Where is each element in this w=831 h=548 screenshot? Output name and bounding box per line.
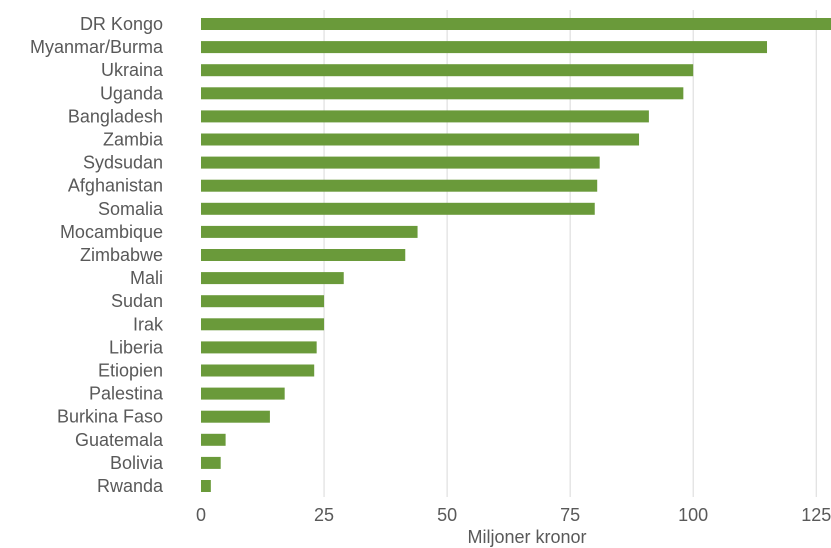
bar	[201, 387, 285, 400]
bar	[201, 64, 694, 77]
category-label: Liberia	[109, 337, 164, 357]
category-label: Palestina	[89, 384, 164, 404]
category-label: Zimbabwe	[80, 245, 163, 265]
bar	[201, 225, 418, 238]
bar	[201, 18, 831, 30]
bar	[201, 295, 325, 308]
category-label: Ukraina	[101, 60, 164, 80]
x-tick-label: 125	[801, 505, 831, 525]
bar	[201, 410, 270, 423]
bar	[201, 41, 768, 54]
x-tick-labels: 0 25 50 75 100 125	[196, 505, 831, 525]
bar	[201, 133, 640, 146]
x-tick-label: 100	[678, 505, 708, 525]
bar	[201, 179, 598, 192]
bar	[201, 433, 226, 446]
x-tick-label: 75	[560, 505, 580, 525]
category-label: Sudan	[111, 291, 163, 311]
bar	[201, 87, 684, 100]
bar	[201, 272, 344, 285]
bar	[201, 341, 317, 354]
category-label: Sydsudan	[83, 153, 163, 173]
x-tick-label: 25	[314, 505, 334, 525]
category-label: Afghanistan	[68, 176, 163, 196]
x-axis-title: Miljoner kronor	[467, 527, 586, 547]
category-label: Bolivia	[110, 453, 164, 473]
bar	[201, 156, 600, 169]
category-label: Myanmar/Burma	[30, 37, 164, 57]
category-label: Burkina Faso	[57, 407, 163, 427]
category-label: Guatemala	[75, 430, 164, 450]
bar	[201, 364, 315, 377]
category-label: Rwanda	[97, 476, 164, 496]
category-label: Zambia	[103, 130, 164, 150]
bar	[201, 456, 221, 469]
category-label: Uganda	[100, 83, 164, 103]
bar	[201, 249, 406, 261]
category-label: Etiopien	[98, 361, 163, 381]
category-label: DR Kongo	[80, 14, 163, 34]
category-label: Bangladesh	[68, 106, 163, 126]
category-labels: DR Kongo Myanmar/Burma Ukraina Uganda Bangla…	[30, 14, 164, 496]
bar	[201, 110, 649, 123]
bar	[201, 318, 325, 331]
category-label: Mali	[130, 268, 163, 288]
bar	[201, 202, 595, 215]
category-label: Somalia	[98, 199, 164, 219]
x-tick-label: 50	[437, 505, 457, 525]
x-tick-label: 0	[196, 505, 206, 525]
category-label: Mocambique	[60, 222, 163, 242]
category-label: Irak	[133, 314, 164, 334]
bars	[201, 18, 831, 492]
bar	[201, 480, 211, 492]
